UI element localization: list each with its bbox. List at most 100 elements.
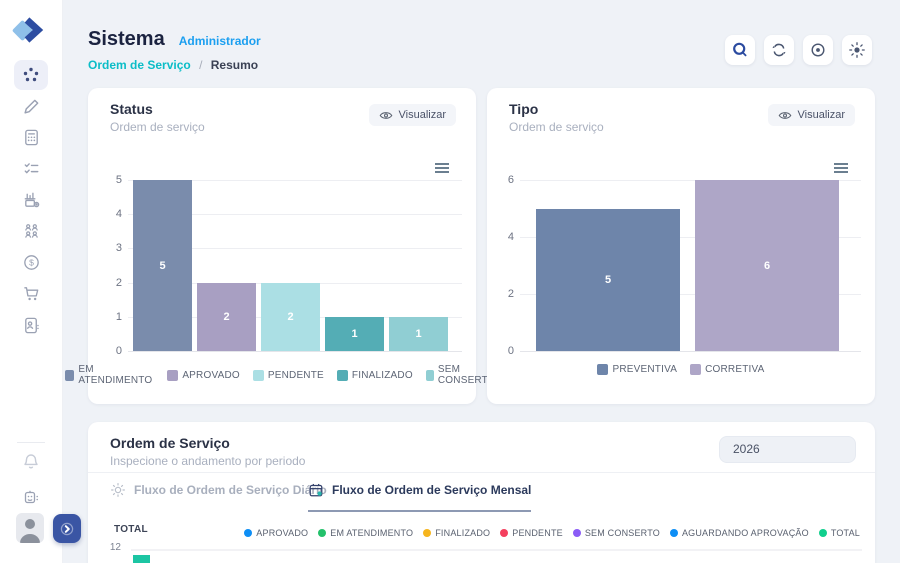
sidebar-item-contracts[interactable] [14,310,48,340]
support-button[interactable] [14,484,48,512]
theme-toggle-button[interactable] [842,35,872,65]
y-axis-label: 1 [115,310,122,323]
y-axis-label: 4 [507,231,514,243]
tipo-chart-legend: PREVENTIVA CORRETIVA [487,364,875,375]
bar-aprovado[interactable]: 2 [197,282,256,351]
bar-preventiva[interactable]: 5 [536,208,680,351]
legend-item[interactable]: EM ATENDIMENTO [318,528,413,538]
legend-item[interactable]: APROVADO [244,528,308,538]
y-axis-label: 2 [507,288,514,300]
legend-item[interactable]: FINALIZADO [336,364,413,386]
y-axis-label: 0 [115,345,122,357]
flow-chart-legend: APROVADO EM ATENDIMENTO FINALIZADO PENDENTE… [244,528,860,538]
gridline [128,248,462,250]
bar-sem-conserto[interactable]: 1 [389,316,448,351]
sidebar-item-finance[interactable]: $ [14,247,48,277]
legend-item[interactable]: APROVADO [167,364,240,386]
status-chart-menu-icon[interactable] [435,163,449,175]
tipo-chart-menu-icon[interactable] [834,163,848,175]
legend-swatch [690,364,702,375]
flow-partial-bar[interactable] [133,555,150,563]
sidebar-item-purchases[interactable] [14,278,48,308]
legend-item[interactable]: CORRETIVA [690,364,764,375]
legend-swatch [336,369,348,381]
search-button[interactable] [725,35,755,65]
sidebar-item-calculator[interactable] [14,122,48,152]
breadcrumb-current: Resumo [210,58,259,72]
sidebar-item-dashboard[interactable] [14,60,48,90]
chevron-right-icon [60,522,74,535]
tab-daily-label: Fluxo de Ordem de Serviço Diário [134,483,327,497]
sun-icon [111,483,125,497]
notifications-button[interactable] [14,448,48,476]
target-button[interactable] [803,35,833,65]
legend-item[interactable]: PENDENTE [500,528,563,538]
y-axis-label: 4 [115,208,122,221]
money-dollar-icon: $ [23,254,39,270]
legend-dot [423,529,432,537]
avatar-silhouette-icon [20,519,40,543]
gridline [520,237,861,238]
legend-swatch [167,369,179,381]
legend-item[interactable]: SEM CONSERTO [425,364,499,386]
flow-card: Ordem de Serviço Inspecione o andamento … [88,422,875,563]
brightness-sun-icon [849,42,865,58]
flow-gridline [131,549,862,551]
sidebar-expand-button[interactable] [53,514,81,543]
header-actions [725,35,872,65]
y-axis-label: 0 [507,345,514,357]
refresh-button[interactable] [764,35,794,65]
eye-icon [379,111,392,119]
tipo-visualizar-label: Visualizar [797,109,846,121]
tipo-visualizar-button[interactable]: Visualizar [767,104,855,126]
legend-swatch [425,369,434,381]
legend-item[interactable]: TOTAL [818,528,860,538]
support-bot-icon [24,490,38,504]
legend-item[interactable]: SEM CONSERTO [572,528,660,538]
app-logo[interactable] [11,13,49,49]
flow-card-title: Ordem de Serviço [110,435,230,451]
sidebar-item-checklist[interactable] [14,153,48,183]
users-group-icon [24,223,38,238]
bar-corretiva[interactable]: 6 [695,180,839,351]
tab-fluxo-diario[interactable]: Fluxo de Ordem de Serviço Diário [110,482,327,498]
status-card-subtitle: Ordem de serviço [110,120,205,134]
gridline [520,294,861,295]
sidebar-divider [17,442,45,443]
breadcrumb-parent-link[interactable]: Ordem de Serviço [88,58,191,72]
y-axis-label: 2 [115,276,122,289]
legend-swatch [65,369,75,381]
calculator-icon [24,129,38,145]
sidebar-item-edit[interactable] [14,91,48,121]
breadcrumb: Ordem de Serviço / Resumo [88,58,261,72]
role-badge: Administrador [178,34,261,48]
bar-pendente[interactable]: 2 [261,282,320,351]
gridline [128,180,462,181]
legend-swatch [252,369,264,381]
tab-fluxo-mensal[interactable]: Fluxo de Ordem de Serviço Mensal [308,482,532,512]
user-avatar[interactable] [16,513,44,543]
bar-em-atendimento[interactable]: 5 [133,180,192,351]
legend-item[interactable]: PREVENTIVA [597,364,677,375]
legend-item[interactable]: FINALIZADO [423,528,490,538]
flow-y-axis-title: TOTAL [114,524,148,535]
legend-dot [818,529,827,537]
y-axis-label: 5 [115,174,122,186]
refresh-icon [772,43,786,57]
legend-item[interactable]: AGUARDANDO APROVAÇÃO [669,528,809,538]
year-input[interactable]: 2026 [719,436,856,463]
flow-card-subtitle: Inspecione o andamento por periodo [110,454,306,468]
tipo-card-title: Tipo [509,101,539,117]
svg-text:$: $ [29,257,34,267]
flow-divider [88,472,875,473]
sidebar-item-users[interactable] [14,216,48,246]
sidebar: $ [0,0,62,563]
bar-finalizado[interactable]: 1 [325,316,384,351]
status-visualizar-button[interactable]: Visualizar [368,104,456,126]
legend-item[interactable]: PENDENTE [252,364,324,386]
legend-item[interactable]: EM ATENDIMENTO [65,364,154,386]
sidebar-item-reports[interactable] [14,184,48,214]
